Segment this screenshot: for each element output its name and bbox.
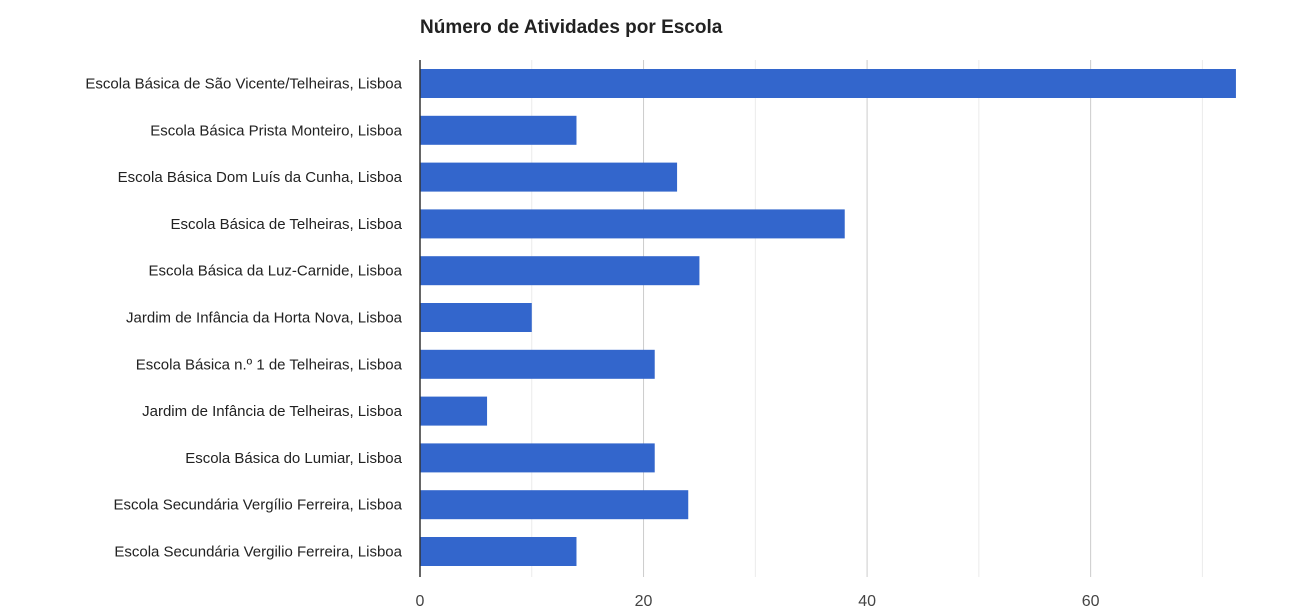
category-label: Escola Básica Dom Luís da Cunha, Lisboa — [118, 169, 403, 186]
bar[interactable] — [420, 256, 700, 286]
x-tick-label: 0 — [416, 593, 425, 610]
bar[interactable] — [420, 443, 655, 473]
bar[interactable] — [420, 115, 577, 145]
bars — [420, 69, 1236, 566]
category-label: Escola Básica n.º 1 de Telheiras, Lisboa — [136, 356, 403, 373]
bar[interactable] — [420, 162, 678, 192]
bar[interactable] — [420, 490, 689, 520]
bar[interactable] — [420, 349, 655, 379]
bar[interactable] — [420, 396, 488, 426]
bar[interactable] — [420, 303, 532, 332]
category-label: Escola Básica Prista Monteiro, Lisboa — [150, 122, 402, 139]
category-label: Jardim de Infância da Horta Nova, Lisboa — [126, 310, 403, 327]
x-tick-label: 20 — [635, 593, 653, 610]
category-label: Escola Secundária Vergilio Ferreira, Lis… — [114, 544, 402, 561]
category-label: Escola Básica de Telheiras, Lisboa — [170, 216, 402, 233]
category-label: Jardim de Infância de Telheiras, Lisboa — [142, 403, 403, 420]
category-label: Escola Secundária Vergílio Ferreira, Lis… — [114, 497, 403, 514]
x-tick-label: 40 — [858, 593, 876, 610]
category-label: Escola Básica do Lumiar, Lisboa — [185, 450, 402, 467]
gridlines — [531, 60, 1203, 577]
category-label: Escola Básica da Luz-Carnide, Lisboa — [149, 263, 403, 280]
category-labels: Escola Básica de São Vicente/Telheiras, … — [85, 76, 402, 561]
bar[interactable] — [420, 209, 845, 239]
bar[interactable] — [420, 69, 1236, 98]
bar[interactable] — [420, 537, 577, 566]
x-tick-label: 60 — [1082, 593, 1100, 610]
category-label: Escola Básica de São Vicente/Telheiras, … — [85, 76, 402, 93]
chart-title: Número de Atividades por Escola — [420, 17, 723, 38]
x-tick-labels: 0 20 40 60 — [416, 593, 1100, 610]
